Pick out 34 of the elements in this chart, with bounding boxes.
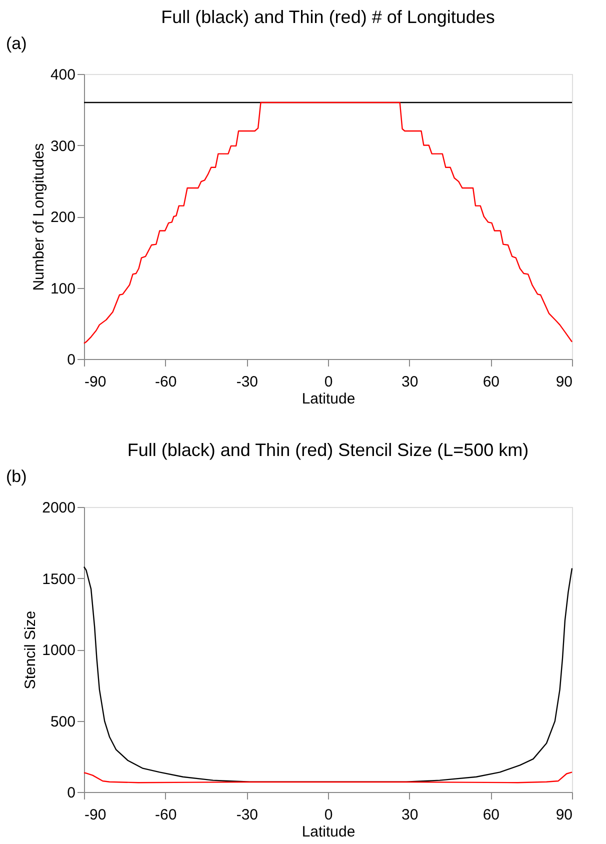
y-tick-label: 400 <box>50 66 76 84</box>
x-tick-label: -60 <box>154 806 177 824</box>
x-tick-label: 90 <box>556 374 572 390</box>
chart-title: Full (black) and Thin (red) Stencil Size (L=500 km) <box>127 440 529 460</box>
y-axis-title: Number of Longitudes <box>30 143 48 291</box>
y-tick-label: 0 <box>67 352 76 368</box>
y-tick-label: 300 <box>50 138 76 155</box>
x-tick-label: 30 <box>401 806 418 824</box>
line-series <box>83 102 573 344</box>
y-tick-label: 200 <box>50 209 76 226</box>
x-tick-label: 60 <box>482 806 500 824</box>
x-tick-label: 30 <box>401 374 418 390</box>
x-tick-label: -90 <box>84 806 106 824</box>
text: (b) <box>6 467 27 486</box>
y-tick-label: 0 <box>67 784 76 802</box>
y-axis-title: Stencil Size <box>22 610 40 690</box>
text: (a) <box>6 34 27 53</box>
x-tick-label: -30 <box>236 374 258 390</box>
x-tick-label: 0 <box>324 374 333 390</box>
y-tick-label: 1000 <box>42 642 76 659</box>
chart-title: Full (black) and Thin (red) # of Longitudes <box>161 7 495 27</box>
x-axis-title: Latitude <box>302 824 356 840</box>
x-tick-label: 0 <box>324 806 333 824</box>
x-tick-label: -60 <box>154 374 177 390</box>
x-tick-label: -30 <box>236 806 258 824</box>
x-tick-label: 60 <box>482 374 500 390</box>
y-tick-label: 500 <box>50 713 76 730</box>
x-tick-label: -90 <box>84 374 106 390</box>
y-tick-label: 100 <box>50 280 76 298</box>
x-tick-label: 90 <box>556 806 572 824</box>
line-series <box>83 772 573 784</box>
x-axis-title: Latitude <box>302 390 356 408</box>
y-tick-label: 2000 <box>42 500 76 516</box>
y-tick-label: 1500 <box>42 570 76 588</box>
